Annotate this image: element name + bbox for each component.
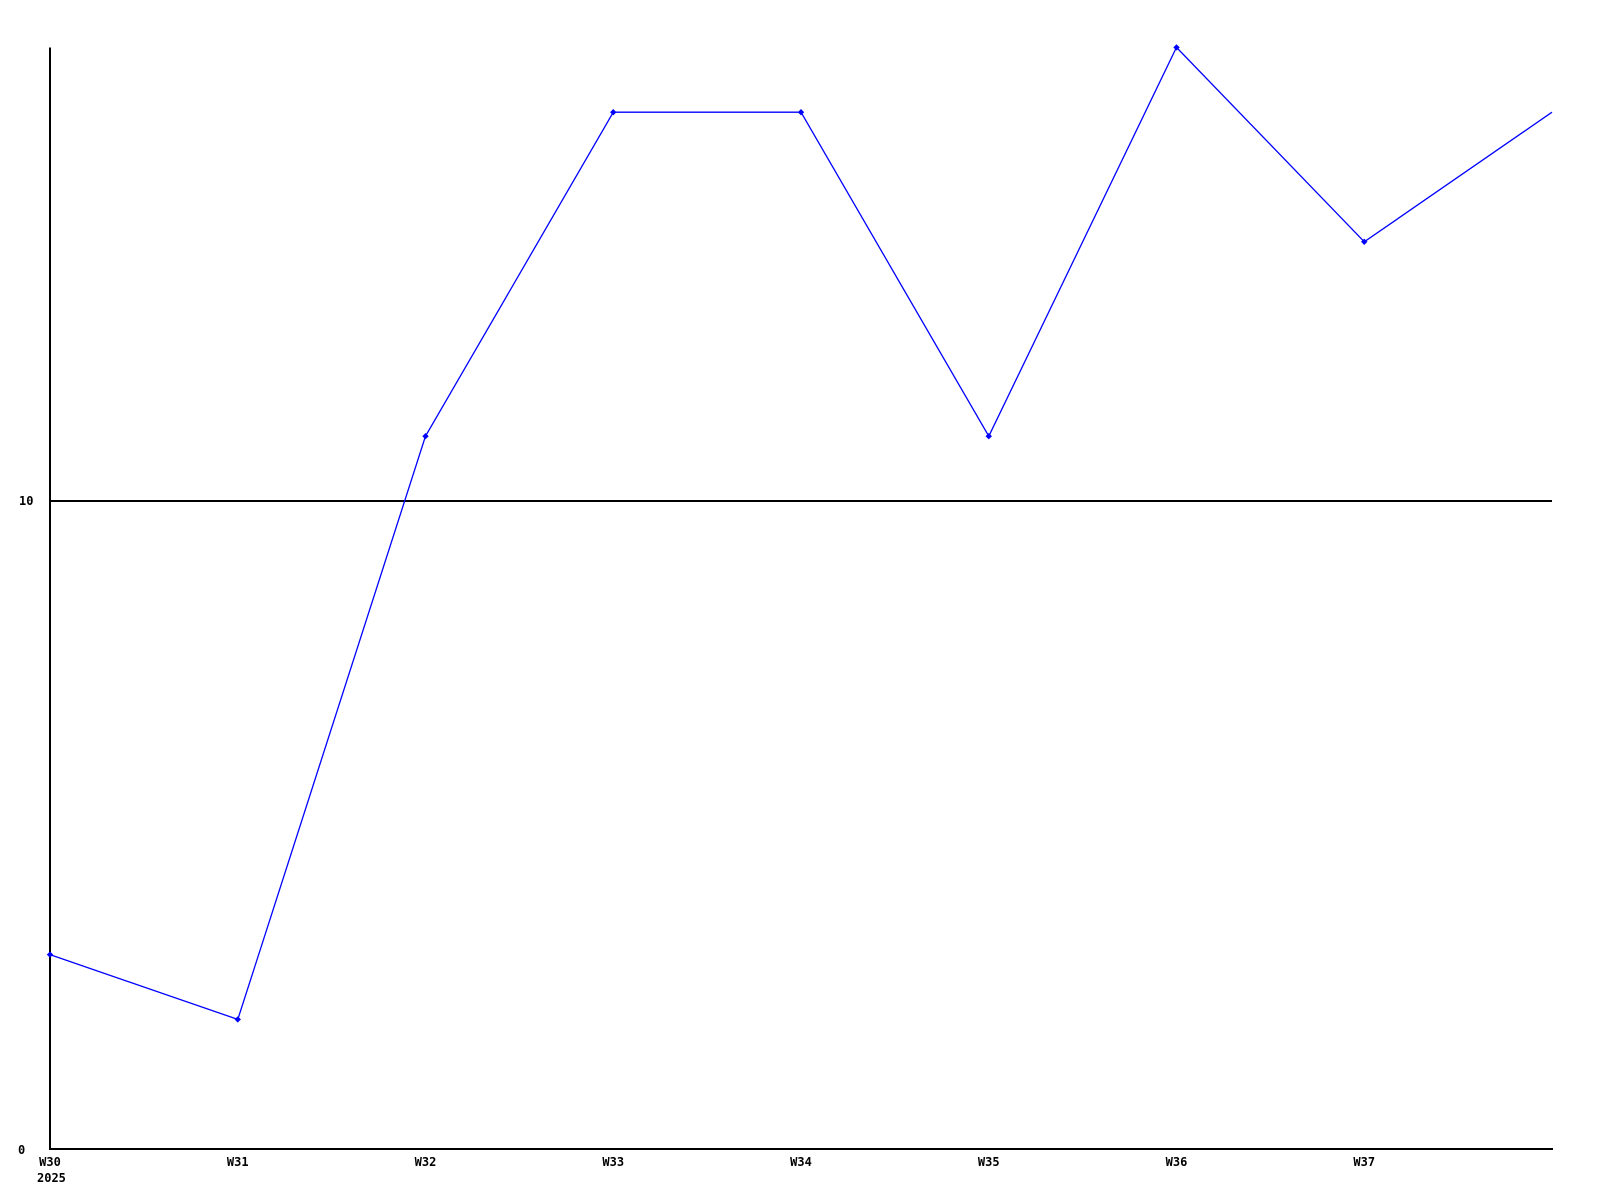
- data-point-marker-w33: [610, 109, 617, 116]
- y-axis-label-0: 0: [18, 1143, 26, 1157]
- data-point-marker-w37: [1361, 238, 1368, 245]
- data-point-marker-w34: [797, 109, 805, 116]
- x-axis-label-w37: W37: [1353, 1155, 1376, 1169]
- x-axis-label-w34: W34: [790, 1155, 812, 1169]
- x-axis-label-w36: W36: [1165, 1155, 1188, 1169]
- data-point-marker-w32: [422, 433, 429, 440]
- x-axis-label-w30: W30: [39, 1155, 61, 1169]
- y-axis-label-10: 10: [19, 494, 34, 508]
- x-axis-label-w35: W35: [977, 1155, 1000, 1169]
- data-point-marker-w30: [46, 951, 54, 958]
- data-point-marker-w35: [985, 433, 992, 440]
- data-point-marker-w36: [1173, 44, 1180, 51]
- data-point-marker-w31: [234, 1016, 241, 1023]
- data-line: [49, 46, 1553, 1021]
- x-axis-label-w31: W31: [226, 1155, 249, 1169]
- x-axis-year-label: 2025: [37, 1171, 66, 1185]
- x-axis-label-w32: W32: [414, 1155, 437, 1169]
- x-axis-label-w33: W33: [602, 1155, 625, 1169]
